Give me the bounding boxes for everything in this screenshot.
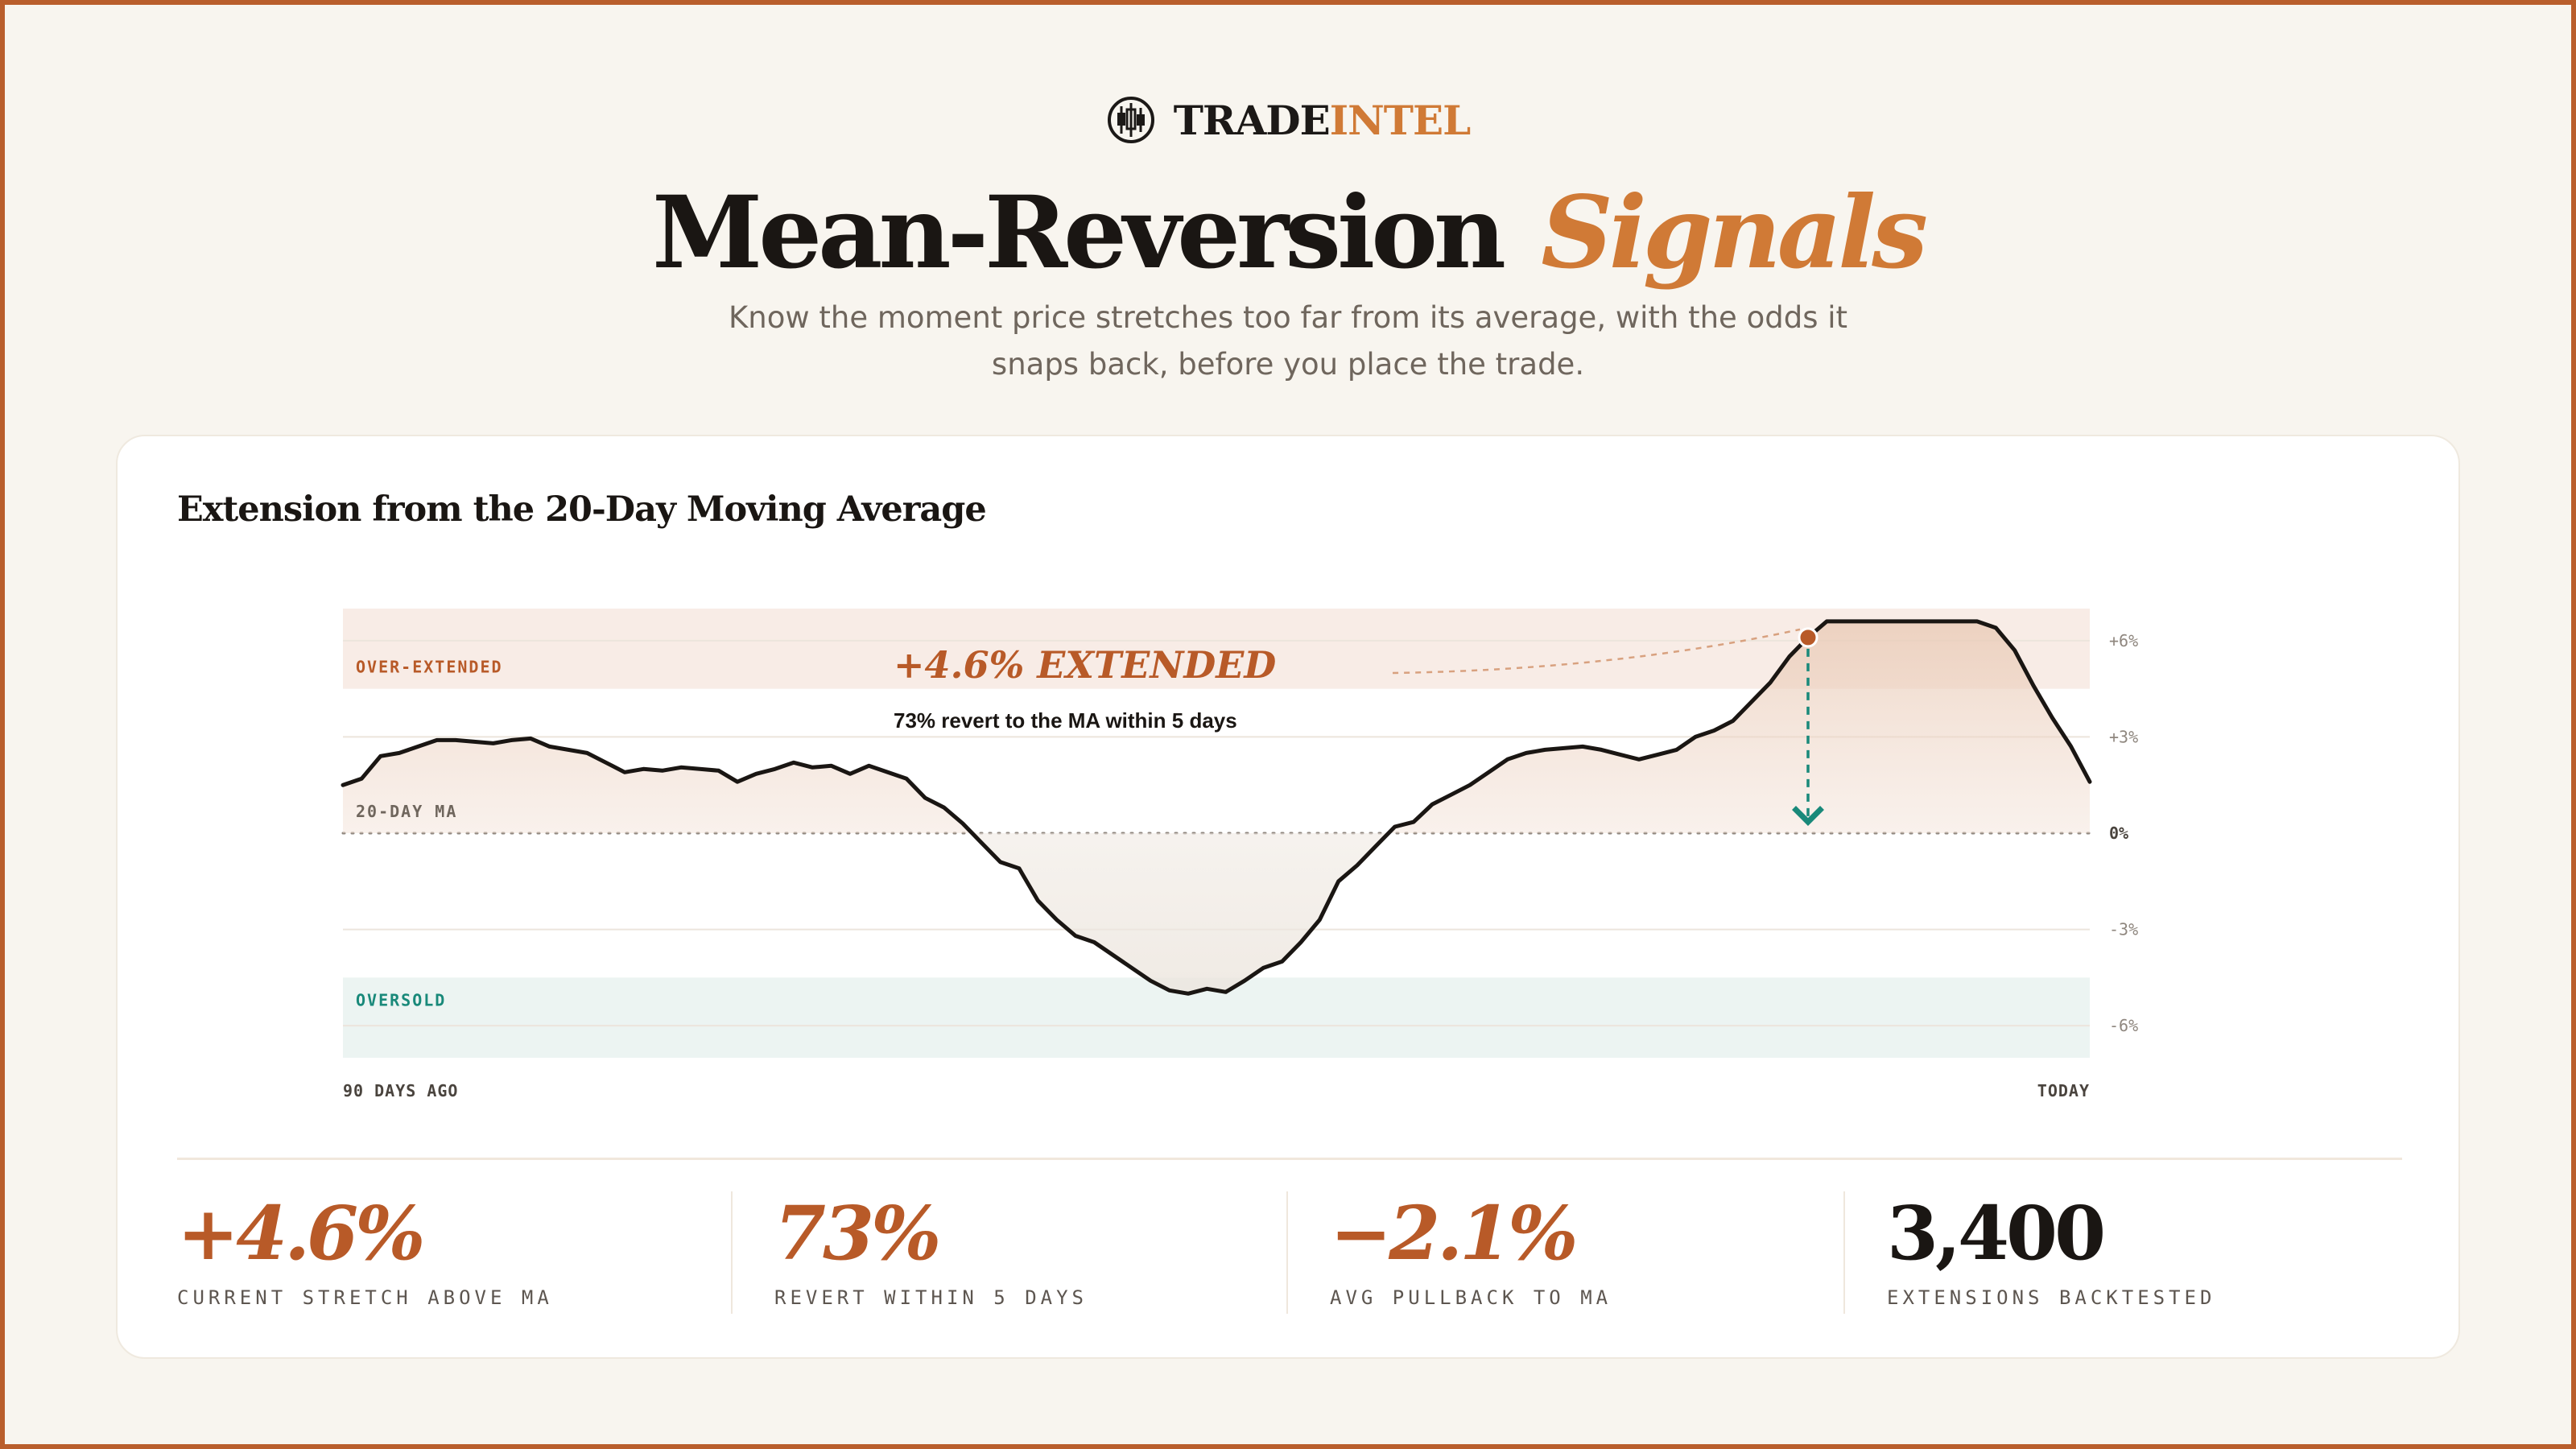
positive-extension-area xyxy=(343,621,2090,833)
stat-avg-pullback: −2.1% AVG PULLBACK TO MA xyxy=(1330,1193,1612,1314)
over-extended-label: OVER-EXTENDED xyxy=(356,658,503,677)
title-accent: Signals xyxy=(1541,175,1928,291)
stat-current-stretch: +4.6% CURRENT STRETCH ABOVE MA xyxy=(177,1193,553,1314)
stats-divider xyxy=(177,1158,2402,1160)
y-tick-label: -6% xyxy=(2109,1016,2138,1035)
brand-name-part1: TRADE xyxy=(1173,96,1331,144)
x-end-label: TODAY xyxy=(2037,1081,2090,1100)
y-tick-label: 0% xyxy=(2109,824,2128,843)
y-tick-label: -3% xyxy=(2109,920,2138,939)
chart-title: Extension from the 20-Day Moving Average xyxy=(177,489,987,530)
stat-label: REVERT WITHIN 5 DAYS xyxy=(774,1286,1088,1309)
annotation-detail: 73% revert to the MA within 5 days xyxy=(894,708,1237,733)
x-start-label: 90 DAYS AGO xyxy=(343,1081,458,1100)
candlestick-logo-icon xyxy=(1107,97,1154,143)
stat-label: AVG PULLBACK TO MA xyxy=(1330,1286,1612,1309)
brand: TRADEINTEL xyxy=(0,95,2576,145)
brand-name-part2: INTEL xyxy=(1329,96,1472,144)
ma-label: 20-DAY MA xyxy=(356,802,457,821)
stat-extensions-backtested: 3,400 EXTENSIONS BACKTESTED xyxy=(1887,1193,2215,1314)
annotation-headline: +4.6% EXTENDED xyxy=(894,643,1276,687)
stat-value: −2.1% xyxy=(1330,1190,1579,1277)
page-title: Mean-Reversion Signals xyxy=(0,169,2576,298)
stat-value: +4.6% xyxy=(177,1190,426,1277)
page-subtitle: Know the moment price stretches too far … xyxy=(728,300,1848,382)
chart-card: Extension from the 20-Day Moving Average… xyxy=(116,435,2460,1359)
stat-separator xyxy=(1286,1191,1288,1314)
stat-separator xyxy=(1843,1191,1845,1314)
annotation-leader-line xyxy=(1392,628,1801,675)
highlight-point xyxy=(1798,627,1818,648)
oversold-label: OVERSOLD xyxy=(356,990,446,1009)
brand-name: TRADEINTEL xyxy=(1173,96,1472,144)
extension-chart: +4.6% EXTENDED 73% revert to the MA withi… xyxy=(341,609,2138,1100)
stat-label: EXTENSIONS BACKTESTED xyxy=(1887,1286,2216,1309)
stat-value: 3,400 xyxy=(1887,1190,2106,1277)
stat-value: 73% xyxy=(774,1190,941,1277)
title-main: Mean-Reversion xyxy=(651,175,1506,291)
negative-extension-area xyxy=(343,833,2090,994)
y-tick-label: +3% xyxy=(2109,727,2138,746)
stat-revert-rate: 73% REVERT WITHIN 5 DAYS xyxy=(774,1193,1088,1314)
stat-separator xyxy=(731,1191,733,1314)
y-tick-label: +6% xyxy=(2109,631,2138,650)
price-extension-line xyxy=(341,619,2092,996)
stat-label: CURRENT STRETCH ABOVE MA xyxy=(177,1286,553,1309)
